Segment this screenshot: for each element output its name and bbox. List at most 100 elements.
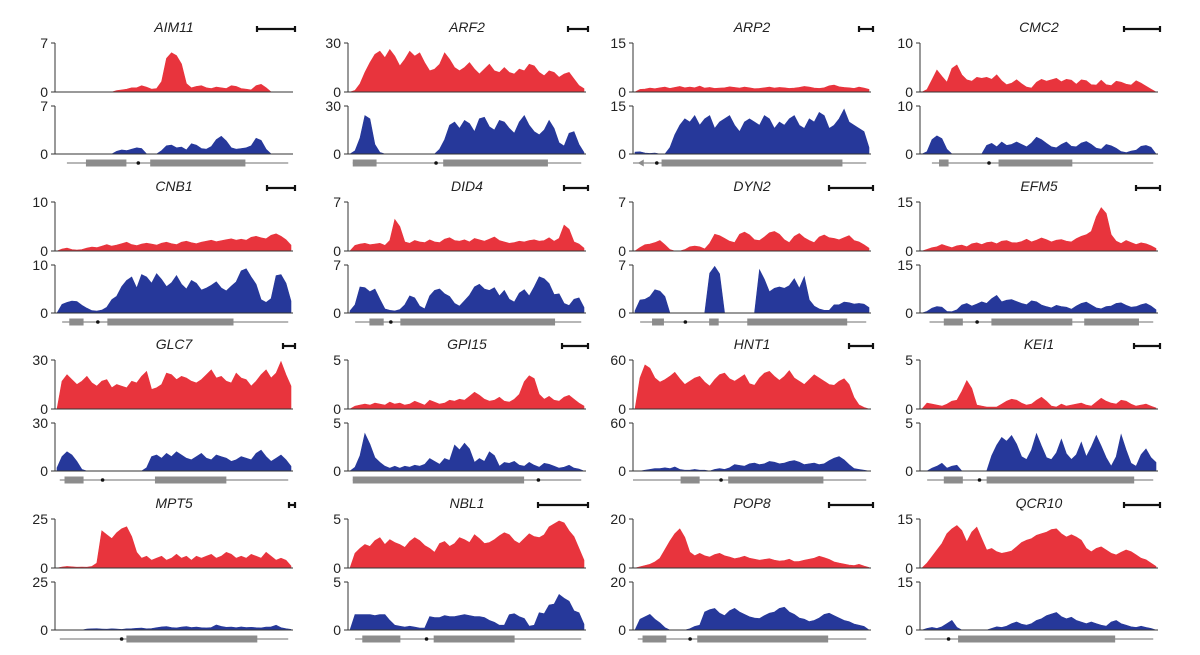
- gene-title-efm5: EFM5: [1020, 178, 1058, 194]
- gene-model-exon: [1084, 318, 1139, 326]
- red-track-arf2: [349, 48, 585, 93]
- blue-track-mpt5: [57, 624, 292, 631]
- gene-title-pop8: POP8: [733, 495, 771, 511]
- gene-title-arf2: ARF2: [448, 19, 485, 35]
- gene-model-exon: [998, 159, 1073, 167]
- gene-model-marker: [946, 637, 951, 641]
- y-tick-label-zero: 0: [618, 401, 626, 417]
- gene-title-arp2: ARP2: [733, 19, 771, 35]
- blue-track-arp2: [634, 108, 870, 155]
- y-tick-label-zero: 0: [905, 401, 913, 417]
- y-tick-label-max: 5: [333, 511, 341, 527]
- y-tick-label-max: 30: [325, 98, 341, 114]
- red-track-did4: [349, 218, 585, 252]
- gene-model-exon: [943, 318, 963, 326]
- gene-model-exon: [939, 159, 949, 167]
- y-tick-label-max: 10: [897, 98, 913, 114]
- y-tick-label-max: 10: [32, 257, 48, 273]
- y-tick-label-zero: 0: [40, 622, 48, 638]
- y-tick-label-max: 25: [32, 511, 48, 527]
- y-tick-label-max: 20: [610, 574, 626, 590]
- red-track-pop8: [634, 528, 870, 569]
- gene-title-nbl1: NBL1: [449, 495, 484, 511]
- gene-model-exon: [661, 159, 843, 167]
- y-tick-label-max: 7: [333, 257, 341, 273]
- gene-model-exon: [126, 635, 258, 643]
- gene-model-marker: [96, 320, 100, 324]
- y-tick-label-max: 20: [610, 511, 626, 527]
- gene-model-marker: [434, 161, 438, 165]
- y-tick-label-zero: 0: [333, 463, 341, 479]
- blue-track-nbl1: [349, 594, 585, 631]
- blue-track-hnt1: [635, 456, 870, 472]
- gene-title-qcr10: QCR10: [1016, 495, 1063, 511]
- blue-track-kei1: [922, 432, 1157, 472]
- gene-model-marker: [688, 637, 692, 641]
- red-track-kei1: [921, 379, 1157, 410]
- red-track-efm5: [921, 207, 1157, 252]
- red-track-glc7: [56, 360, 292, 410]
- gene-title-gpi15: GPI15: [447, 336, 487, 352]
- gene-model-exon: [652, 318, 664, 326]
- red-track-cnb1: [56, 233, 292, 252]
- y-tick-label-zero: 0: [905, 463, 913, 479]
- gene-model-marker: [424, 637, 429, 641]
- y-tick-label-zero: 0: [618, 243, 626, 259]
- y-tick-label-zero: 0: [40, 560, 48, 576]
- gene-model-exon: [697, 635, 829, 643]
- gene-model-marker: [136, 161, 141, 165]
- y-tick-label-max: 10: [32, 194, 48, 210]
- gene-model-exon: [709, 318, 719, 326]
- y-tick-label-max: 30: [32, 352, 48, 368]
- gene-model-exon: [943, 476, 963, 484]
- gene-title-dyn2: DYN2: [733, 178, 771, 194]
- y-tick-label-zero: 0: [905, 305, 913, 321]
- y-tick-label-max: 7: [333, 194, 341, 210]
- y-tick-label-zero: 0: [40, 243, 48, 259]
- y-tick-label-max: 5: [905, 415, 913, 431]
- y-tick-label-zero: 0: [333, 146, 341, 162]
- y-tick-label-max: 15: [897, 257, 913, 273]
- y-tick-label-zero: 0: [618, 463, 626, 479]
- gene-model-marker: [975, 320, 979, 324]
- gene-model-exon: [728, 476, 824, 484]
- y-tick-label-zero: 0: [905, 560, 913, 576]
- y-tick-label-max: 15: [897, 194, 913, 210]
- y-tick-label-zero: 0: [618, 84, 626, 100]
- y-tick-label-zero: 0: [40, 84, 48, 100]
- y-tick-label-zero: 0: [905, 622, 913, 638]
- gene-title-cnb1: CNB1: [155, 178, 192, 194]
- blue-track-pop8: [634, 606, 870, 631]
- red-track-aim11: [57, 52, 291, 93]
- y-tick-label-zero: 0: [40, 463, 48, 479]
- y-tick-label-zero: 0: [618, 146, 626, 162]
- y-tick-label-zero: 0: [905, 243, 913, 259]
- y-tick-label-max: 15: [897, 574, 913, 590]
- gene-title-glc7: GLC7: [156, 336, 194, 352]
- gene-model-marker: [683, 320, 688, 324]
- gene-title-did4: DID4: [451, 178, 483, 194]
- red-track-dyn2: [634, 231, 870, 252]
- gene-model-marker: [389, 320, 393, 324]
- blue-track-cnb1: [56, 268, 292, 314]
- gene-title-hnt1: HNT1: [734, 336, 771, 352]
- gene-model-exon: [352, 476, 525, 484]
- y-tick-label-zero: 0: [618, 560, 626, 576]
- y-tick-label-max: 15: [610, 35, 626, 51]
- blue-track-glc7: [56, 449, 292, 472]
- y-tick-label-max: 5: [333, 415, 341, 431]
- gene-model-exon: [680, 476, 700, 484]
- blue-track-qcr10: [921, 612, 1157, 631]
- blue-track-dyn2: [634, 265, 870, 314]
- gene-model-marker: [119, 637, 124, 641]
- y-tick-label-max: 5: [905, 352, 913, 368]
- gene-title-aim11: AIM11: [153, 19, 193, 35]
- y-tick-label-max: 30: [32, 415, 48, 431]
- red-track-hnt1: [634, 364, 870, 410]
- red-track-gpi15: [348, 375, 585, 410]
- y-tick-label-zero: 0: [333, 622, 341, 638]
- y-tick-label-zero: 0: [333, 560, 341, 576]
- gene-model-marker: [719, 478, 723, 482]
- y-tick-label-max: 7: [618, 257, 626, 273]
- gene-model-marker: [100, 478, 105, 482]
